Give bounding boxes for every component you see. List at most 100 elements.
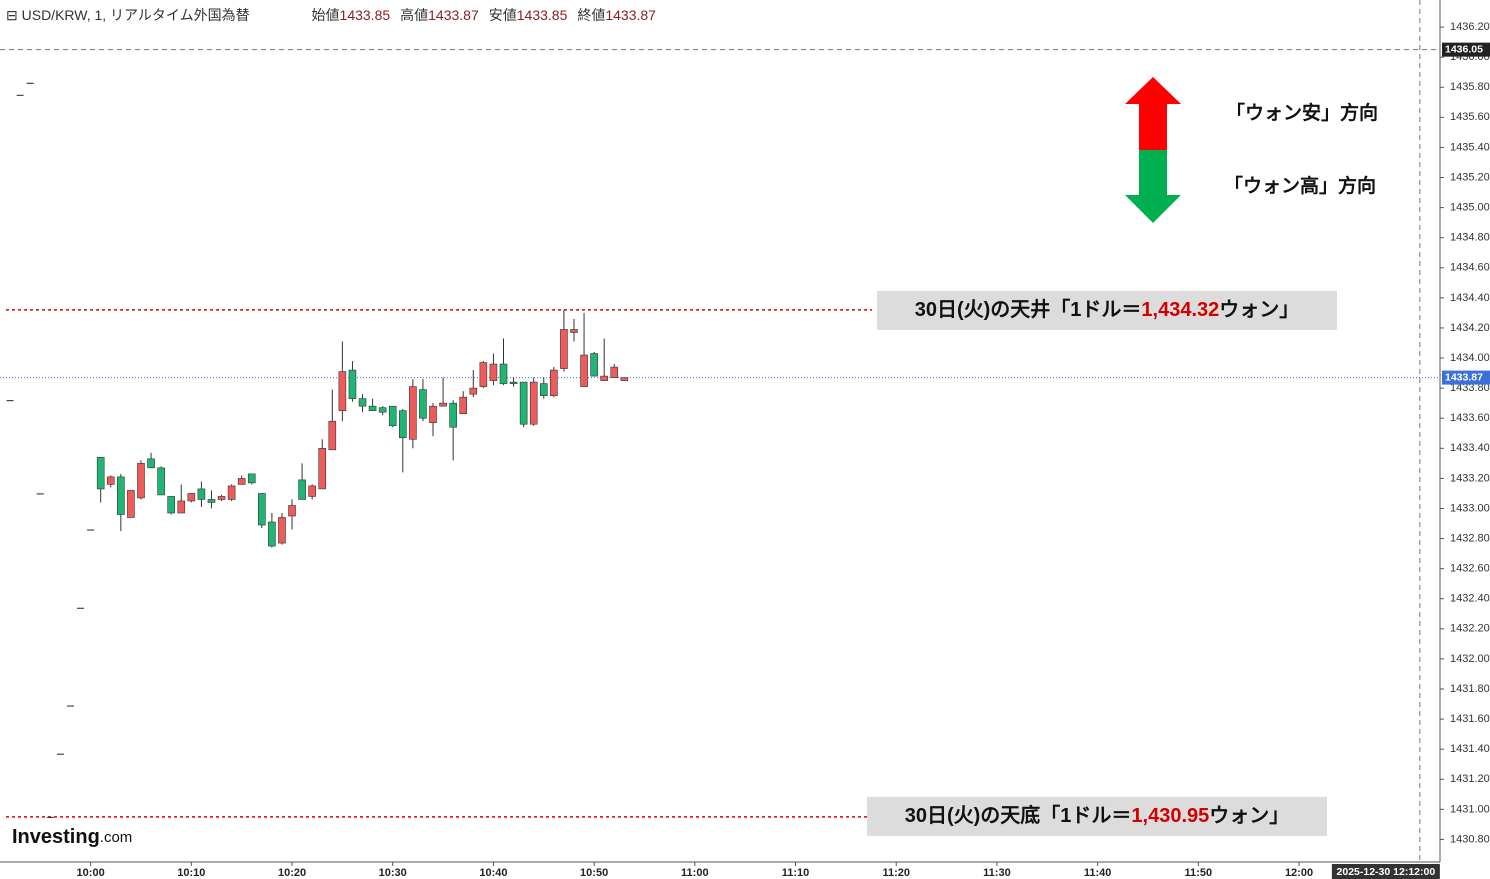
- candle-body: [207, 499, 216, 503]
- last-price-box: [1442, 370, 1490, 385]
- y-tick-label: 1433.00: [1450, 502, 1490, 514]
- annotation-text: 30日(火)の天井「1ドル＝1,434.32ウォン」: [915, 297, 1300, 321]
- candle-body: [227, 485, 236, 500]
- logo: Investing.com: [12, 826, 132, 848]
- candle-body: [469, 387, 478, 395]
- x-tick-label: 11:40: [1084, 867, 1112, 879]
- y-tick-label: 1434.20: [1450, 322, 1490, 334]
- candle-body: [368, 405, 377, 411]
- x-tick-label: 10:20: [278, 867, 306, 879]
- candle-body: [187, 493, 196, 502]
- candle-body: [96, 457, 105, 490]
- candle-body: [36, 493, 44, 495]
- candle-body: [610, 366, 619, 378]
- candle-body: [247, 473, 256, 484]
- candle-body: [157, 467, 165, 496]
- x-tick-label: 10:00: [77, 867, 105, 879]
- y-tick-label: 1432.40: [1450, 593, 1490, 605]
- y-tick-label: 1431.80: [1450, 683, 1490, 695]
- y-tick-label: 1433.40: [1450, 442, 1490, 454]
- candle-body: [519, 381, 528, 425]
- arrow-up: [1125, 77, 1181, 150]
- candle-body: [378, 407, 387, 413]
- candle-body: [449, 402, 457, 428]
- y-tick-label: 1431.20: [1450, 773, 1490, 785]
- candle-body: [419, 389, 427, 419]
- ohlc-label: 高値: [400, 7, 428, 23]
- x-tick-label: 11:20: [882, 867, 910, 879]
- candle-body: [620, 377, 629, 381]
- candle-body: [26, 82, 34, 84]
- y-tick-label: 1433.80: [1450, 382, 1490, 394]
- x-tick-label: 11:30: [983, 867, 1011, 879]
- candle-body: [217, 496, 226, 500]
- arrow-label: 「ウォン高」方向: [1224, 174, 1376, 197]
- y-tick-label: 1434.00: [1450, 352, 1490, 364]
- candle-body: [268, 521, 276, 547]
- ohlc-label: 安値: [489, 7, 517, 23]
- candle-body: [167, 496, 175, 514]
- x-tick-label: 11:00: [681, 867, 709, 879]
- y-tick-label: 1433.60: [1450, 412, 1490, 424]
- crosshair-x-box: [1331, 864, 1440, 879]
- y-tick-label: 1432.20: [1450, 623, 1490, 635]
- candle-body: [348, 369, 357, 399]
- y-tick-label: 1432.60: [1450, 563, 1490, 575]
- candle-body: [66, 705, 74, 707]
- candle-body: [509, 381, 518, 384]
- candle-body: [16, 94, 24, 96]
- annotation-box: [877, 290, 1337, 330]
- header-ohlc: 始値1433.85 高値1433.87 安値1433.85 終値1433.87: [312, 7, 657, 23]
- candle-body: [550, 369, 558, 396]
- candle-body: [308, 485, 316, 497]
- y-tick-label: 1431.40: [1450, 743, 1490, 755]
- y-tick-label: 1433.20: [1450, 472, 1490, 484]
- candle-body: [398, 410, 407, 439]
- x-tick-label: 11:50: [1185, 867, 1213, 879]
- candle-body: [117, 476, 125, 515]
- y-tick-label: 1431.00: [1450, 803, 1490, 815]
- candle-body: [46, 816, 54, 818]
- candle-body: [580, 354, 588, 387]
- candle-body: [56, 753, 64, 755]
- y-tick-label: 1434.60: [1450, 262, 1490, 274]
- annotation-text: 30日(火)の天底「1ドル＝1,430.95ウォン」: [905, 803, 1290, 827]
- candle-body: [318, 448, 327, 490]
- y-tick-label: 1435.40: [1450, 141, 1490, 153]
- candle-body: [459, 396, 468, 414]
- last-price-label: 1433.87: [1445, 371, 1483, 383]
- y-tick-label: 1434.80: [1450, 232, 1490, 244]
- annotation-prefix: 30日(火)の天底「1ドル＝: [905, 803, 1132, 827]
- header-title: USD/KRW, 1, リアルタイム外国為替: [22, 7, 250, 23]
- crosshair-x-label: 2025-12-30 12:12:00: [1337, 866, 1436, 878]
- candle-body: [87, 529, 95, 531]
- y-tick-label: 1436.20: [1450, 21, 1490, 33]
- ohlc-label: 終値: [577, 7, 605, 23]
- candle-body: [278, 517, 286, 544]
- annotation-prefix: 30日(火)の天井「1ドル＝: [915, 297, 1142, 321]
- candle-body: [177, 500, 186, 514]
- candle-body: [529, 381, 538, 425]
- ohlc-value: 1433.87: [605, 7, 656, 23]
- y-tick-label: 1435.80: [1450, 81, 1490, 93]
- arrow-label: 「ウォン安」方向: [1226, 101, 1378, 124]
- header-icon: ⊟: [6, 7, 18, 23]
- logo-name: Investing: [12, 826, 100, 848]
- x-tick-label: 10:30: [379, 867, 407, 879]
- candle-body: [539, 383, 548, 396]
- y-tick-label: 1432.00: [1450, 653, 1490, 665]
- candle-body: [237, 478, 246, 485]
- candle-body: [6, 400, 14, 402]
- candle-body: [499, 363, 508, 384]
- y-tick-label: 1430.80: [1450, 833, 1490, 845]
- candle-body: [600, 375, 608, 381]
- annotation-value: 1,434.32: [1141, 299, 1219, 321]
- candle-body: [258, 493, 266, 526]
- crosshair-y-label: 1436.05: [1445, 43, 1483, 55]
- candle-body: [358, 398, 367, 407]
- candle-body: [127, 490, 135, 518]
- candle-body: [590, 353, 598, 377]
- y-tick-label: 1435.00: [1450, 202, 1490, 214]
- annotation-suffix: ウォン」: [1209, 804, 1289, 827]
